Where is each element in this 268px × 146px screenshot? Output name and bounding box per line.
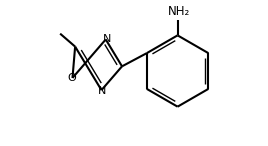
Text: N: N bbox=[98, 86, 107, 96]
Text: N: N bbox=[103, 34, 111, 44]
Text: O: O bbox=[67, 73, 76, 83]
Text: NH₂: NH₂ bbox=[168, 5, 190, 18]
